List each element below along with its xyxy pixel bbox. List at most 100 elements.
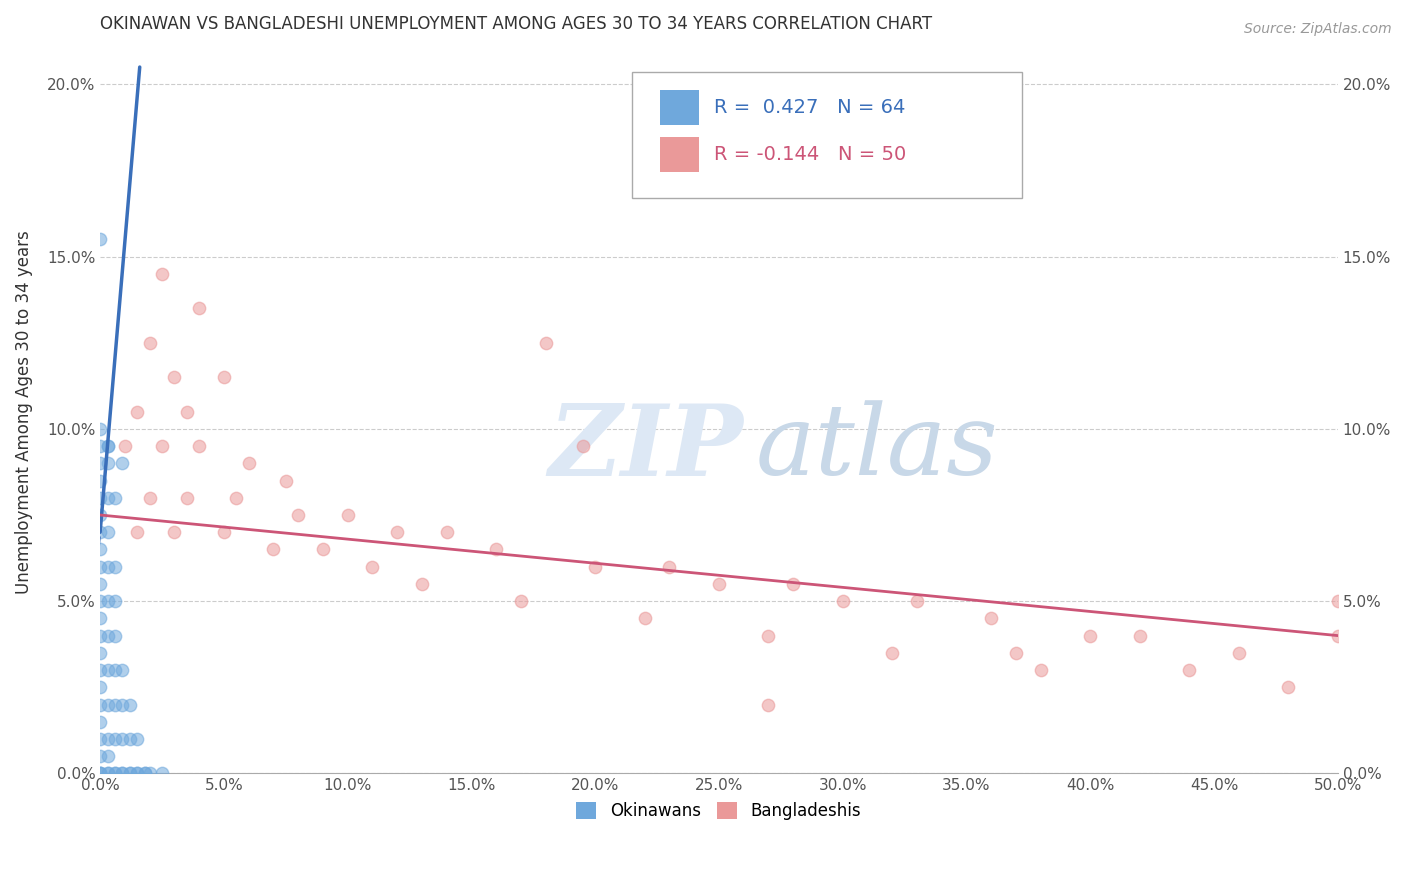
Text: R = -0.144   N = 50: R = -0.144 N = 50 [714,145,907,164]
Point [96,731,118,746]
Point [89,646,111,660]
Point [212,525,235,540]
Point [89,508,111,522]
Point [534,335,557,350]
Point [96,491,118,505]
Point [138,491,160,505]
Point [127,731,149,746]
Point [485,542,508,557]
Point [89,766,111,780]
FancyBboxPatch shape [659,90,699,125]
Point [238,456,260,470]
Point [411,577,433,591]
FancyBboxPatch shape [659,137,699,172]
Point [150,439,173,453]
Point [96,766,118,780]
Point [104,663,127,677]
Point [111,766,134,780]
Point [104,731,127,746]
Point [176,491,198,505]
Point [89,611,111,625]
Point [104,559,127,574]
Point [436,525,458,540]
Point [176,404,198,418]
Point [1326,629,1348,643]
Point [104,629,127,643]
Point [89,731,111,746]
Point [96,629,118,643]
Point [89,663,111,677]
Point [336,508,359,522]
Legend: Okinawans, Bangladeshis: Okinawans, Bangladeshis [569,795,868,827]
Text: atlas: atlas [756,401,998,495]
Point [104,491,127,505]
Point [111,731,134,746]
Point [385,525,408,540]
Point [96,559,118,574]
Point [96,749,118,764]
Text: Source: ZipAtlas.com: Source: ZipAtlas.com [1244,22,1392,37]
Point [1005,646,1028,660]
FancyBboxPatch shape [633,71,1022,198]
Point [312,542,335,557]
Point [127,766,149,780]
Point [1277,681,1299,695]
Point [89,525,111,540]
Point [89,474,111,488]
Point [163,525,186,540]
Point [89,559,111,574]
Point [89,491,111,505]
Point [127,404,149,418]
Point [89,232,111,246]
Point [225,491,247,505]
Point [658,559,681,574]
Point [104,766,127,780]
Point [89,594,111,608]
Point [782,577,804,591]
Point [509,594,531,608]
Point [1129,629,1152,643]
Point [89,542,111,557]
Point [150,267,173,281]
Point [89,749,111,764]
Point [118,766,141,780]
Point [111,698,134,712]
Point [96,663,118,677]
Point [150,766,173,780]
Point [212,370,235,384]
Point [138,766,160,780]
Point [138,335,160,350]
Point [188,301,211,316]
Point [89,766,111,780]
Point [134,766,156,780]
Point [104,766,127,780]
Point [134,766,156,780]
Point [127,525,149,540]
Point [980,611,1002,625]
Point [274,474,297,488]
Point [1078,629,1101,643]
Point [89,577,111,591]
Text: ZIP: ZIP [548,400,744,496]
Point [118,766,141,780]
Point [127,766,149,780]
Point [114,439,136,453]
Point [104,594,127,608]
Point [905,594,928,608]
Point [634,611,657,625]
Point [1178,663,1201,677]
Point [262,542,284,557]
Point [89,681,111,695]
Point [118,698,141,712]
Point [758,629,780,643]
Point [89,714,111,729]
Point [89,766,111,780]
Y-axis label: Unemployment Among Ages 30 to 34 years: Unemployment Among Ages 30 to 34 years [15,230,32,593]
Point [361,559,384,574]
Point [96,439,118,453]
Point [1029,663,1052,677]
Point [118,731,141,746]
Point [89,629,111,643]
Point [89,456,111,470]
Point [882,646,904,660]
